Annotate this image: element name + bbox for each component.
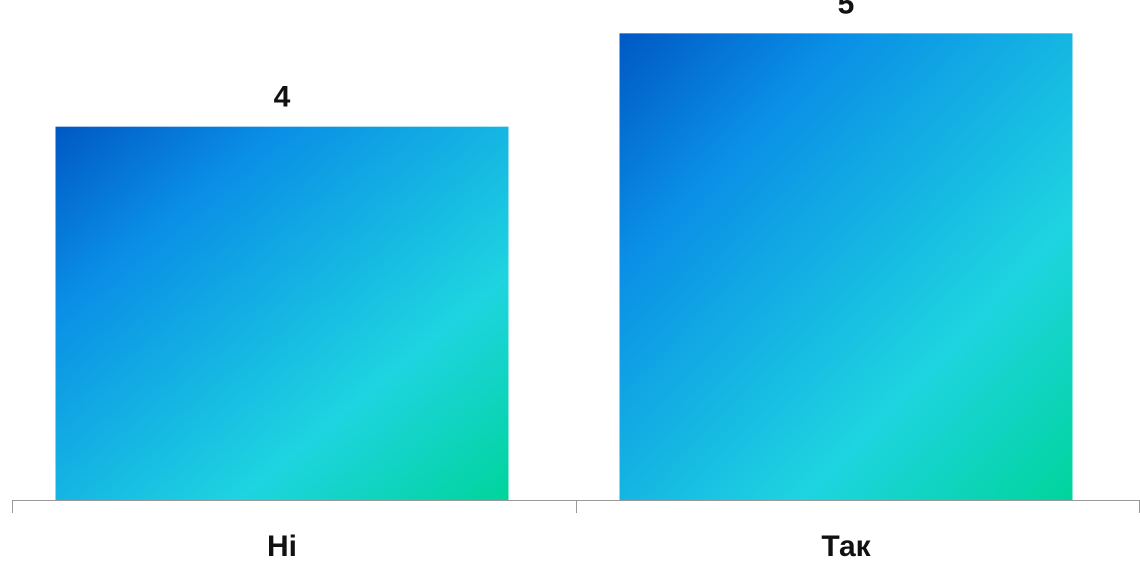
x-tick-label: Ні [267, 530, 297, 563]
bar-2 [619, 33, 1073, 500]
bar-value-label: 5 [838, 0, 855, 20]
bar-value-label: 4 [274, 81, 291, 114]
labels-layer: 4 Ні 5 Так [267, 0, 872, 563]
x-tick-label: Так [821, 530, 871, 563]
bar-1 [55, 126, 509, 501]
x-axis [12, 500, 1140, 513]
bars-layer [55, 33, 1073, 501]
